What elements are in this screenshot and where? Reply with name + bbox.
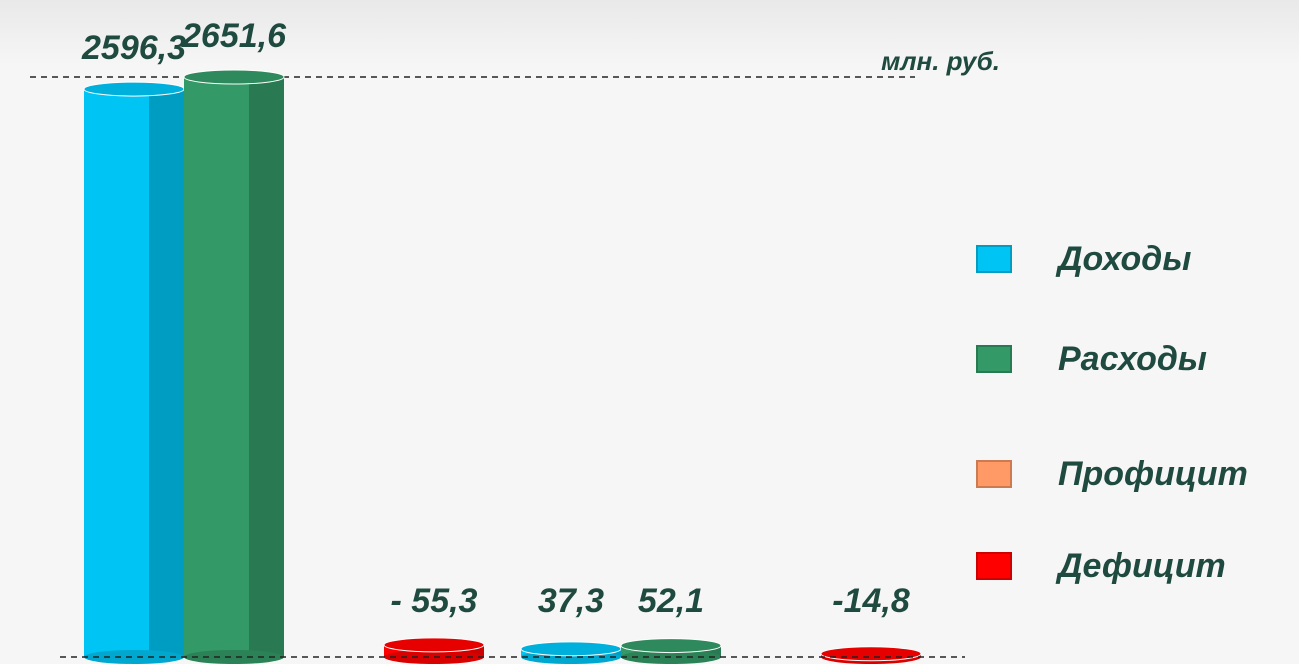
bar xyxy=(83,81,185,664)
legend-swatch xyxy=(976,345,1012,373)
bar-shadow xyxy=(249,77,284,657)
bar-bottom xyxy=(84,650,184,664)
bar-bottom xyxy=(184,650,284,664)
value-label: 2596,3 xyxy=(81,29,186,67)
unit-label: млн. руб. xyxy=(881,46,1000,76)
bar xyxy=(183,69,285,664)
legend-swatch xyxy=(976,460,1012,488)
bar xyxy=(520,641,622,664)
bar xyxy=(620,638,722,664)
legend-label: Доходы xyxy=(1055,240,1191,278)
legend-label: Дефицит xyxy=(1055,547,1226,585)
bar xyxy=(383,637,485,664)
bar-bottom xyxy=(621,650,721,664)
value-label: 37,3 xyxy=(538,582,604,620)
value-label: 52,1 xyxy=(638,582,704,620)
bar-top xyxy=(383,637,485,653)
bar-top xyxy=(820,646,922,662)
bar-top xyxy=(620,638,722,654)
bar-top xyxy=(183,69,285,85)
value-label: 2651,6 xyxy=(181,17,287,55)
bar-top xyxy=(520,641,622,657)
bar-shadow xyxy=(149,89,184,658)
bar-top xyxy=(83,81,185,97)
value-label: -14,8 xyxy=(832,582,910,620)
legend-label: Профицит xyxy=(1058,455,1248,493)
bar xyxy=(820,646,922,664)
legend-swatch xyxy=(976,245,1012,273)
legend-label: Расходы xyxy=(1058,340,1207,378)
legend-swatch xyxy=(976,552,1012,580)
value-label: - 55,3 xyxy=(391,582,478,620)
